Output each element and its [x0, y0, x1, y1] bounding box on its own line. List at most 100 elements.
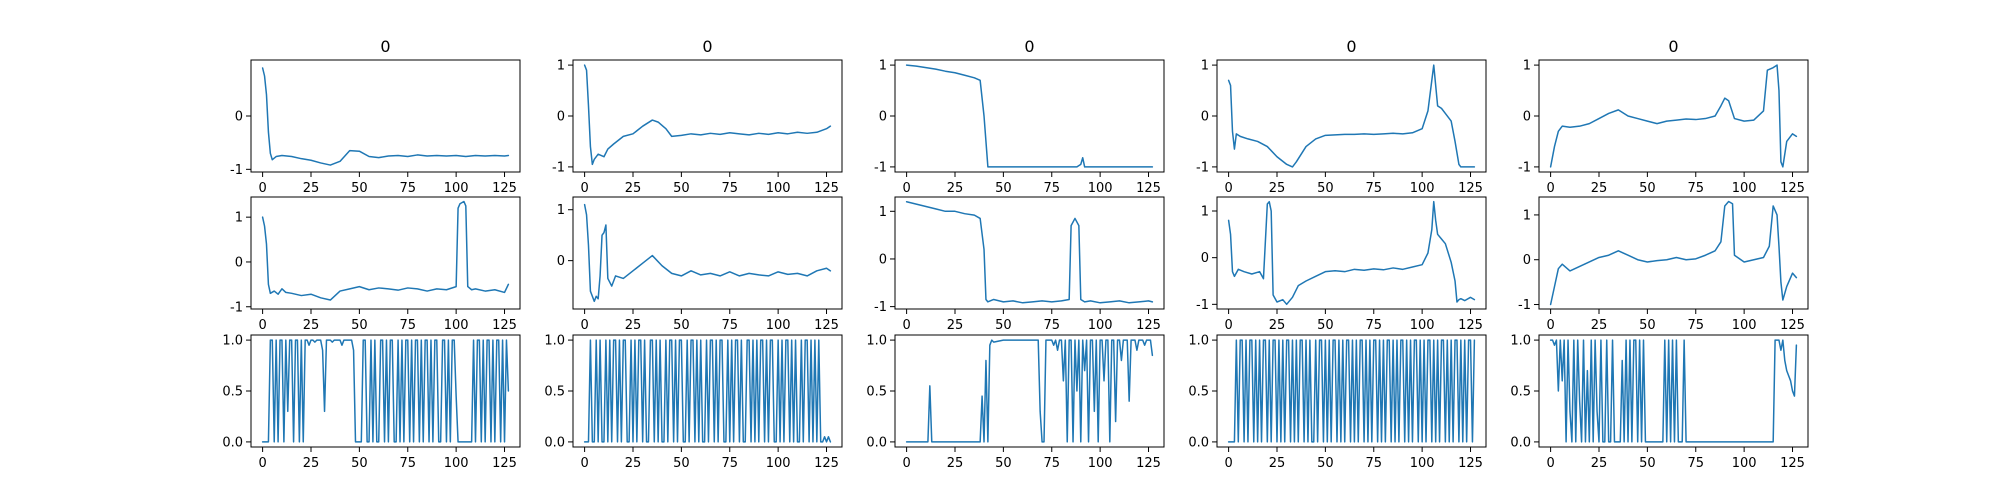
y-tick-label: -1	[874, 160, 887, 175]
x-tick-label: 50	[995, 181, 1012, 196]
subplot-r2-c1: 0 25 50 75 100 125 0.0 0.5 1.0	[544, 334, 843, 471]
x-tick-label: 25	[625, 456, 642, 471]
y-tick-label: 1	[235, 211, 243, 226]
series-line	[1227, 64, 1476, 168]
subplot-r0-c4: 0 0 25 50 75 100 125 -1 0 1	[1518, 37, 1809, 196]
x-tick-label: 25	[1269, 318, 1286, 333]
y-tick-label: 1	[557, 203, 565, 218]
x-tick-label: 100	[1732, 318, 1757, 333]
y-tick-label: 0.0	[1188, 435, 1209, 450]
subplot-r0-c1: 0 0 25 50 75 100 125 -1 0 1	[552, 37, 843, 196]
x-tick-label: 125	[492, 181, 517, 196]
subplot-title: 0	[1346, 37, 1356, 56]
x-tick-label: 125	[492, 456, 517, 471]
x-tick-label: 25	[1591, 181, 1608, 196]
x-tick-label: 25	[1591, 456, 1608, 471]
x-tick-label: 50	[1639, 318, 1656, 333]
x-tick-label: 25	[303, 456, 320, 471]
x-tick-label: 125	[814, 456, 839, 471]
y-tick-label: 0.0	[1510, 435, 1531, 450]
x-tick-label: 125	[1136, 456, 1161, 471]
subplot-r1-c3: 0 25 50 75 100 125 -1 0 1	[1196, 196, 1487, 333]
y-tick-label: 1.0	[1188, 334, 1209, 349]
subplot-title: 0	[702, 37, 712, 56]
x-tick-label: 0	[1224, 318, 1232, 333]
x-tick-label: 75	[1043, 318, 1060, 333]
x-tick-label: 75	[1687, 318, 1704, 333]
y-tick-label: -1	[1518, 160, 1531, 175]
x-tick-label: 100	[1088, 318, 1113, 333]
series-line	[905, 339, 1154, 443]
x-tick-label: 75	[399, 456, 416, 471]
y-tick-label: 0	[1523, 253, 1531, 268]
y-tick-label: 0	[235, 110, 243, 125]
x-tick-label: 0	[1546, 318, 1554, 333]
x-tick-label: 75	[1043, 181, 1060, 196]
y-tick-label: 1	[1523, 208, 1531, 223]
y-tick-label: 0.0	[866, 435, 887, 450]
x-tick-label: 25	[1269, 456, 1286, 471]
x-tick-label: 125	[1780, 456, 1805, 471]
x-tick-label: 100	[766, 181, 791, 196]
x-tick-label: 125	[1458, 181, 1483, 196]
x-tick-label: 0	[902, 181, 910, 196]
x-tick-label: 75	[721, 181, 738, 196]
axes-frame	[1538, 196, 1809, 310]
x-tick-label: 0	[258, 318, 266, 333]
x-tick-label: 50	[995, 318, 1012, 333]
x-tick-label: 0	[580, 456, 588, 471]
x-tick-label: 0	[258, 181, 266, 196]
y-tick-label: 1	[557, 59, 565, 74]
x-tick-label: 75	[721, 456, 738, 471]
x-tick-label: 25	[303, 318, 320, 333]
x-tick-label: 75	[721, 318, 738, 333]
axes-frame	[250, 196, 521, 310]
y-tick-label: -1	[1196, 160, 1209, 175]
y-tick-label: 1.0	[866, 334, 887, 349]
x-tick-label: 50	[1639, 456, 1656, 471]
series-line	[1549, 339, 1798, 443]
x-tick-label: 125	[1136, 318, 1161, 333]
x-tick-label: 0	[580, 318, 588, 333]
series-line	[583, 64, 832, 166]
x-tick-label: 100	[444, 318, 469, 333]
x-tick-label: 0	[902, 318, 910, 333]
series-line	[905, 64, 1154, 168]
subplot-r2-c0: 0 25 50 75 100 125 0.0 0.5 1.0	[222, 334, 521, 471]
y-tick-label: 0	[557, 110, 565, 125]
y-tick-label: 0	[1523, 110, 1531, 125]
x-tick-label: 125	[1458, 456, 1483, 471]
y-tick-label: 1.0	[1510, 334, 1531, 349]
y-tick-label: 0	[1201, 251, 1209, 266]
series-line	[1227, 200, 1476, 306]
y-tick-label: -1	[1196, 298, 1209, 313]
y-tick-label: -1	[874, 300, 887, 315]
x-tick-label: 0	[1224, 181, 1232, 196]
series-line	[261, 67, 510, 166]
y-tick-label: 0.5	[1188, 385, 1209, 400]
x-tick-label: 125	[1136, 181, 1161, 196]
series-line	[261, 339, 510, 443]
y-tick-label: 0	[235, 255, 243, 270]
y-tick-label: 0	[879, 110, 887, 125]
subplot-title: 0	[1668, 37, 1678, 56]
x-tick-label: 50	[1317, 181, 1334, 196]
x-tick-label: 100	[1410, 456, 1435, 471]
x-tick-label: 50	[1317, 318, 1334, 333]
y-tick-label: -1	[1518, 298, 1531, 313]
x-tick-label: 50	[995, 456, 1012, 471]
y-tick-label: 0.5	[1510, 385, 1531, 400]
x-tick-label: 100	[1410, 318, 1435, 333]
axes-frame	[572, 196, 843, 310]
x-tick-label: 25	[1591, 318, 1608, 333]
x-tick-label: 0	[258, 456, 266, 471]
y-tick-label: 0.5	[544, 385, 565, 400]
x-tick-label: 75	[1687, 456, 1704, 471]
x-tick-label: 50	[1639, 181, 1656, 196]
y-tick-label: 0.5	[222, 385, 243, 400]
x-tick-label: 50	[1317, 456, 1334, 471]
y-tick-label: 1.0	[544, 334, 565, 349]
subplot-r1-c2: 0 25 50 75 100 125 -1 0 1	[874, 196, 1165, 333]
y-tick-label: 0.0	[222, 435, 243, 450]
